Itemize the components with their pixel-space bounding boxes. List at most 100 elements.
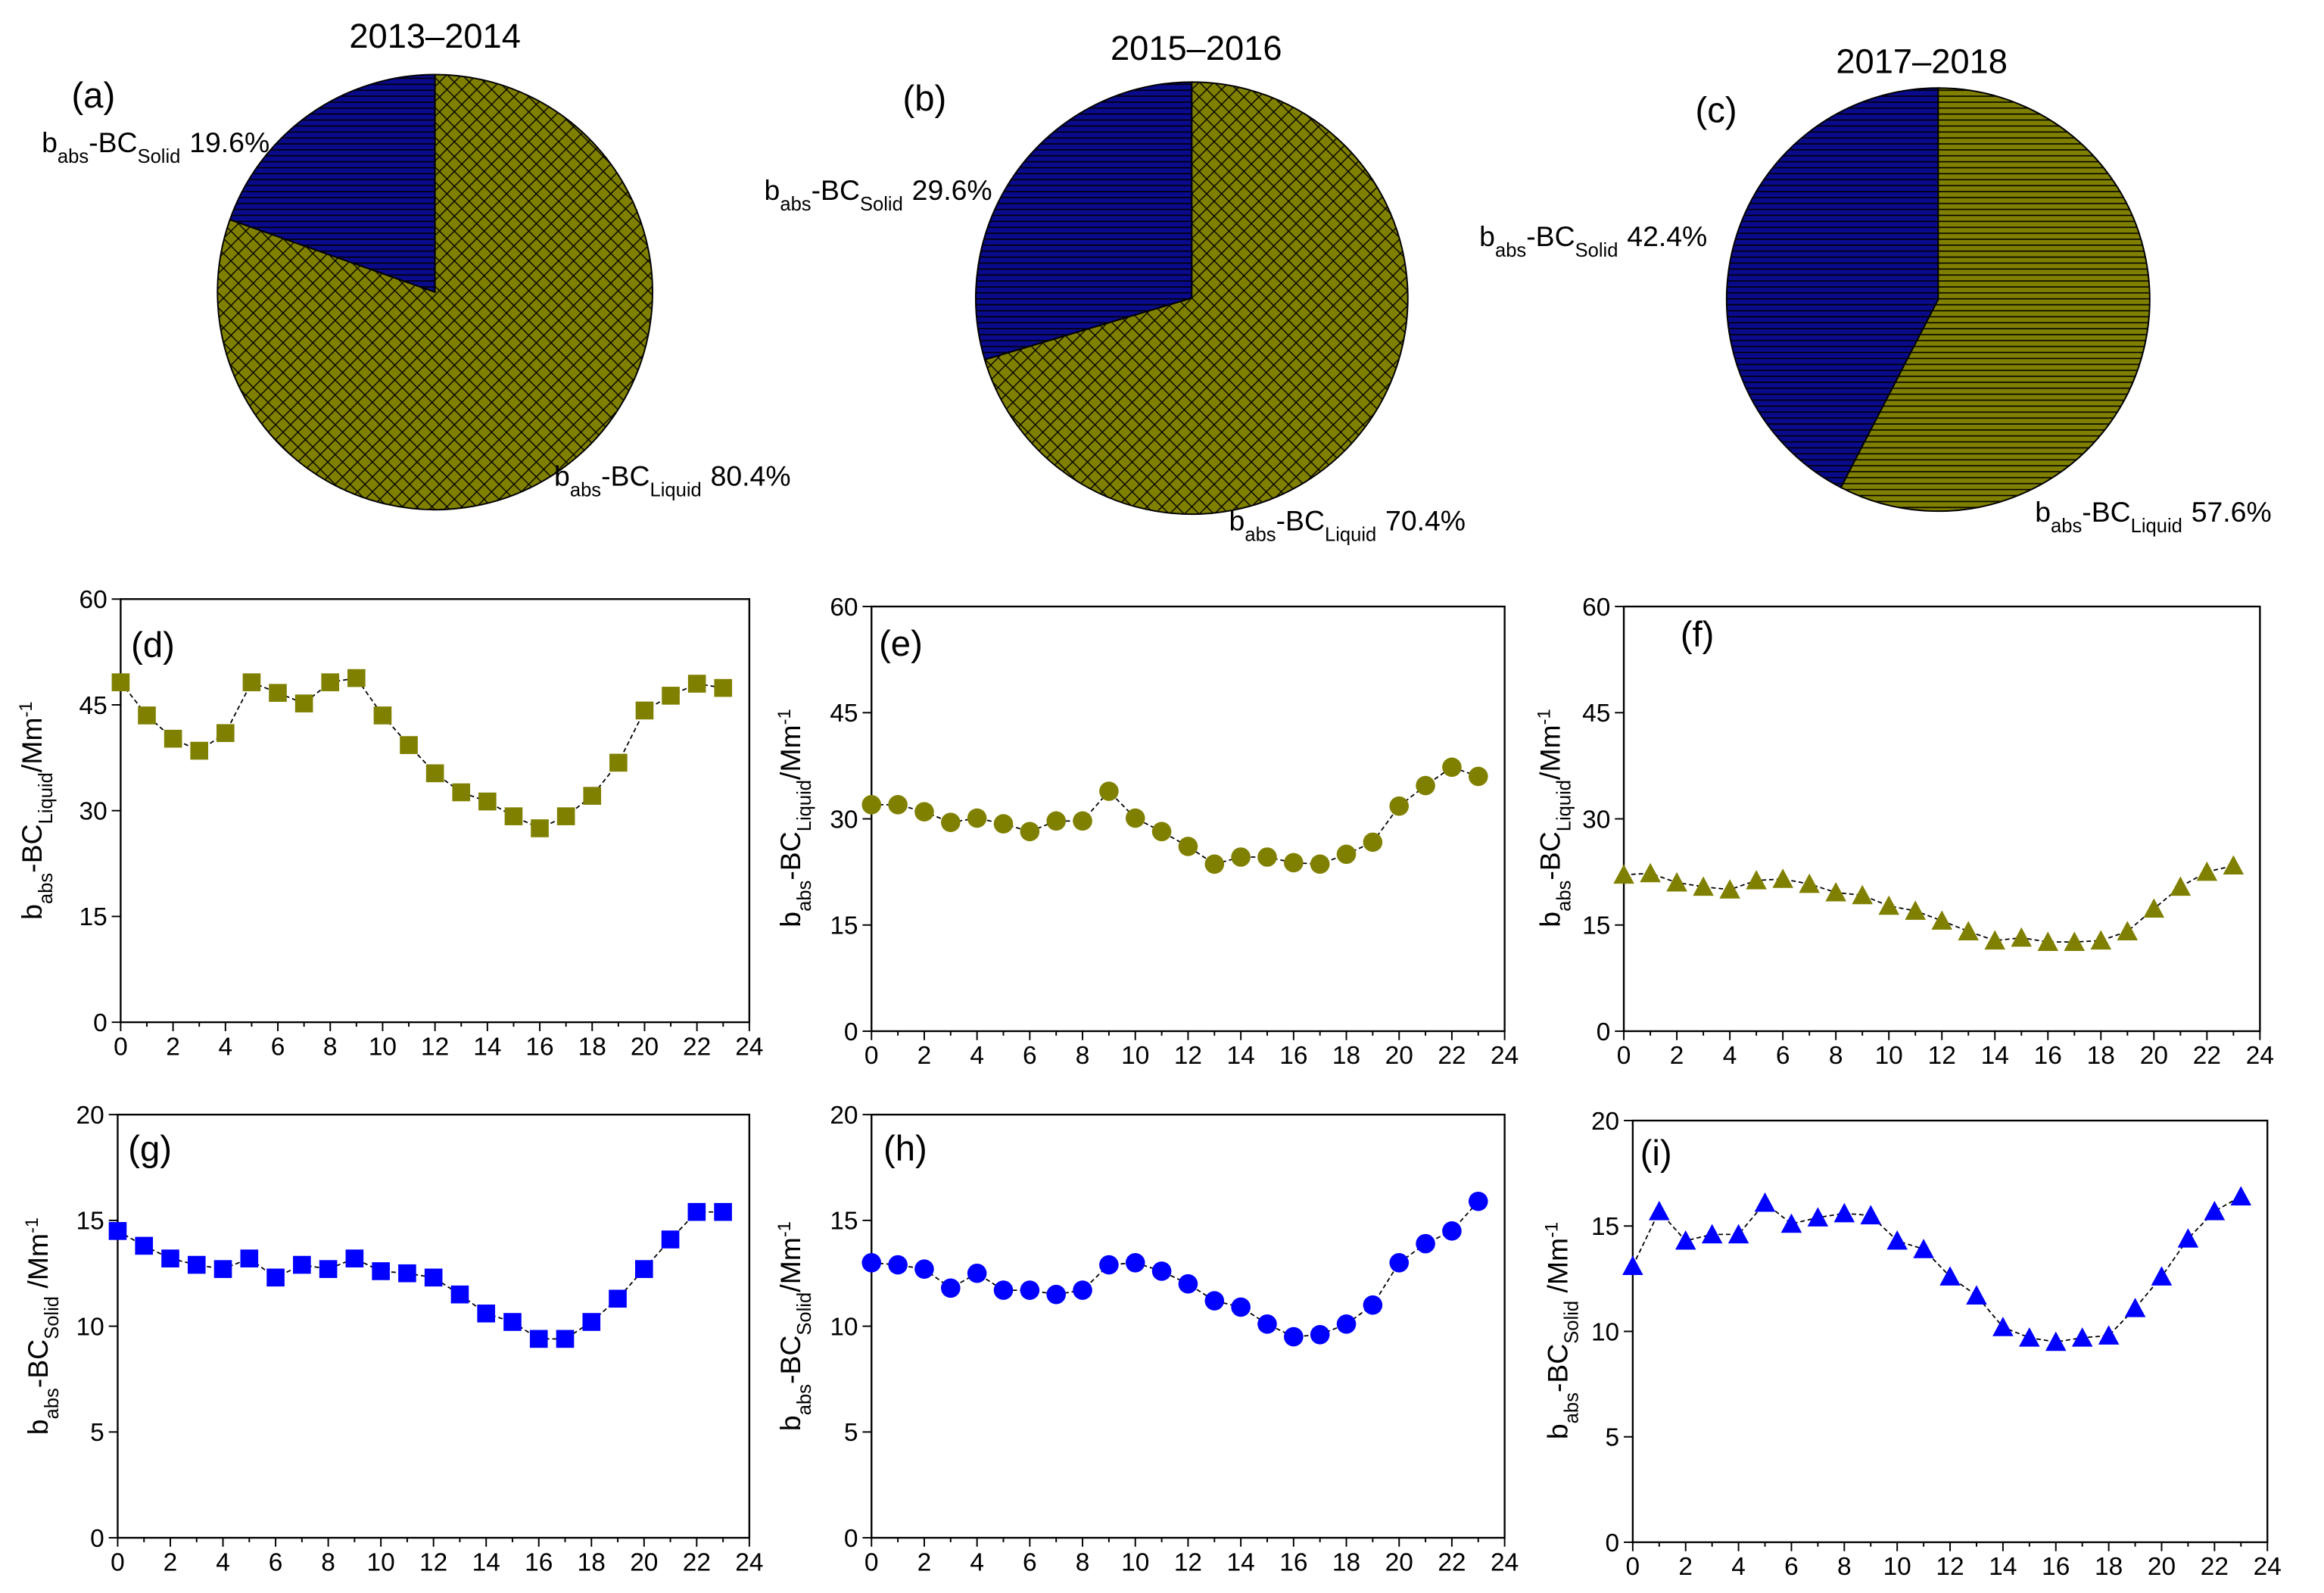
data-point	[347, 669, 366, 687]
x-tick-label: 6	[269, 1548, 283, 1576]
text-part: b	[774, 912, 806, 927]
y-tick-label: 0	[1597, 1018, 1611, 1046]
x-tick-label: 4	[219, 1033, 233, 1061]
y-tick-label: 0	[1606, 1529, 1620, 1557]
x-tick-label: 12	[419, 1548, 447, 1576]
x-tick-label: 24	[735, 1033, 763, 1061]
data-point	[1825, 881, 1846, 902]
data-point	[1674, 1230, 1696, 1250]
text-part: Solid	[1561, 1301, 1582, 1344]
data-point	[687, 1202, 706, 1221]
series-line	[120, 677, 724, 829]
data-point	[556, 807, 575, 825]
pie-slice-liquid	[983, 81, 1409, 516]
text-part: abs	[780, 194, 811, 215]
data-point	[400, 736, 418, 754]
text-part: b	[1534, 912, 1565, 927]
data-point	[1852, 884, 1873, 905]
data-point	[2204, 1200, 2226, 1220]
data-point	[1727, 1224, 1749, 1244]
data-point	[1310, 1324, 1330, 1345]
y-tick-label: 10	[1591, 1318, 1619, 1346]
x-tick-label: 8	[321, 1548, 335, 1576]
x-tick-label: 12	[1936, 1553, 1964, 1581]
x-tick-label: 10	[1883, 1553, 1911, 1581]
x-tick-label: 16	[2042, 1553, 2070, 1581]
data-point	[240, 1249, 259, 1267]
y-tick-label: 45	[830, 700, 858, 728]
data-point	[2064, 931, 2086, 951]
data-point	[1284, 853, 1304, 873]
y-axis-label: babs-BCLiquid/Mm-1	[16, 702, 57, 920]
x-tick-label: 8	[1837, 1553, 1852, 1581]
plot-frame	[1622, 605, 2261, 1033]
x-tick-label: 4	[970, 1548, 984, 1576]
data-point	[1931, 910, 1952, 930]
x-tick-label: 6	[1784, 1553, 1799, 1581]
plot-frame	[871, 605, 1506, 1033]
x-tick-label: 12	[1174, 1548, 1202, 1576]
text-part: abs	[58, 146, 89, 167]
text-part: -1	[1542, 1222, 1562, 1238]
y-tick-label: 10	[76, 1313, 104, 1341]
x-tick-label: 2	[164, 1548, 178, 1576]
x-tick-label: 16	[2034, 1042, 2062, 1070]
text-part: abs	[42, 1388, 63, 1419]
data-point	[294, 694, 313, 712]
data-point	[1257, 1314, 1277, 1334]
data-point	[993, 1280, 1014, 1300]
text-part: Solid	[138, 146, 181, 167]
x-tick-label: 24	[735, 1548, 763, 1576]
solid-slice-label: babs-BCSolid 19.6%	[42, 126, 269, 167]
data-point	[1772, 868, 1793, 888]
data-point	[888, 795, 908, 815]
data-point	[266, 1268, 285, 1287]
data-point	[108, 1222, 127, 1240]
data-point	[1693, 876, 1714, 896]
data-point	[135, 1236, 154, 1255]
x-tick-label: 10	[369, 1033, 397, 1061]
data-point	[242, 673, 261, 691]
data-point	[1807, 1207, 1829, 1227]
data-point	[582, 1313, 601, 1331]
data-point	[1073, 1280, 1092, 1300]
x-tick-label: 20	[1385, 1042, 1413, 1070]
data-point	[1125, 808, 1145, 828]
x-tick-label: 22	[1438, 1042, 1466, 1070]
text-part: abs	[570, 480, 601, 501]
y-tick-label: 15	[1582, 912, 1610, 940]
text-part: 57.6%	[2192, 496, 2272, 528]
y-tick-label: 20	[830, 1102, 858, 1130]
text-part: b	[765, 174, 780, 206]
text-part: abs	[2051, 516, 2082, 537]
data-point	[967, 1263, 987, 1283]
x-tick-label: 22	[683, 1033, 711, 1061]
y-tick-label: 10	[830, 1313, 858, 1341]
data-point	[583, 787, 602, 805]
text-part: abs	[1561, 1392, 1582, 1423]
plot-frame	[1631, 1119, 2269, 1544]
data-point	[1363, 1295, 1383, 1315]
data-point	[1020, 821, 1040, 842]
data-point	[2117, 921, 2139, 940]
y-tick-label: 15	[1591, 1213, 1619, 1241]
text-part: -BC	[2082, 496, 2130, 528]
text-part: /Mm	[22, 1233, 54, 1296]
x-tick-label: 0	[111, 1548, 125, 1576]
text-part: b	[554, 460, 570, 492]
x-tick-label: 6	[271, 1033, 285, 1061]
text-part: /Mm	[774, 725, 806, 780]
x-tick-label: 6	[1023, 1042, 1037, 1070]
plot-frame	[871, 1113, 1506, 1539]
x-tick-label: 4	[970, 1042, 984, 1070]
series-line	[117, 1211, 724, 1340]
text-part: -1	[17, 702, 36, 718]
text-part: /Mm	[1541, 1238, 1573, 1301]
data-point	[452, 783, 471, 802]
y-tick-label: 0	[844, 1018, 858, 1046]
x-tick-label: 24	[1491, 1042, 1519, 1070]
data-point	[661, 1230, 680, 1249]
data-point	[888, 1255, 908, 1275]
y-tick-label: 15	[76, 1208, 104, 1236]
text-part: 19.6%	[189, 126, 269, 158]
